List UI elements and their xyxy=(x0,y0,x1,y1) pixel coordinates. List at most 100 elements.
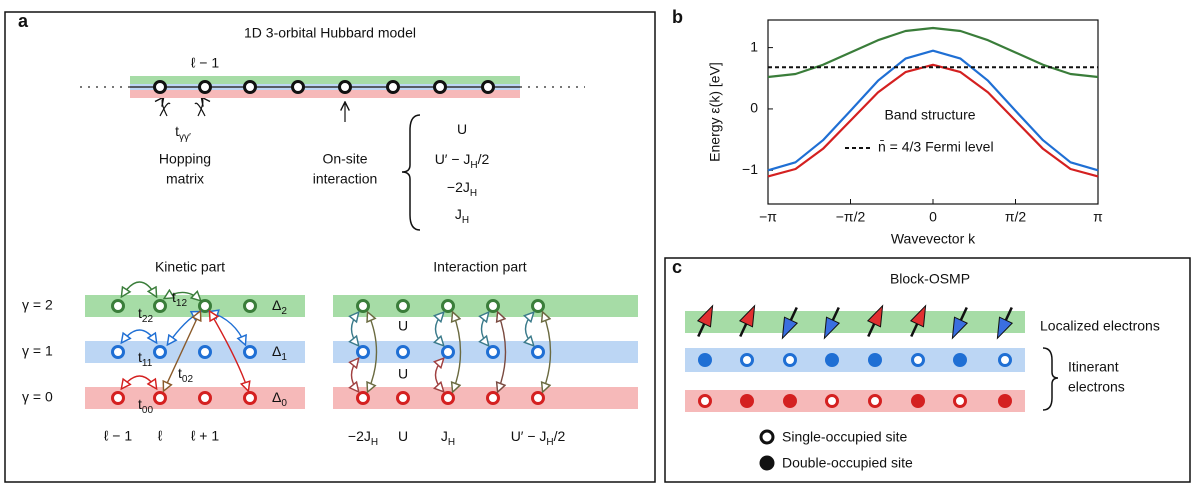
spin-head xyxy=(781,316,799,340)
interaction-term-part: −2J xyxy=(447,179,470,195)
spin xyxy=(996,306,1014,340)
interaction-term: JH xyxy=(441,428,455,448)
hopping-label-part: 11 xyxy=(142,358,153,369)
level-label-part: Δ xyxy=(272,389,281,405)
site xyxy=(153,345,167,359)
interaction-term-part: U xyxy=(398,428,408,444)
hop-arrow xyxy=(453,313,461,391)
site xyxy=(486,345,500,359)
site-label: ℓ + 1 xyxy=(191,428,219,444)
site xyxy=(111,345,125,359)
orbital-band xyxy=(685,390,1025,412)
onsite-u: U xyxy=(398,318,408,334)
hop-arrow xyxy=(498,313,506,391)
level-label: Δ1 xyxy=(272,343,287,363)
site xyxy=(356,391,370,405)
spin xyxy=(781,306,799,340)
x-tick-label: π xyxy=(1093,209,1103,225)
interaction-term-part: /2 xyxy=(554,428,566,444)
interaction-term-part: /2 xyxy=(478,151,490,167)
row-label: γ = 2 xyxy=(22,297,53,313)
x-tick-label: π/2 xyxy=(1005,209,1027,225)
spin xyxy=(823,306,841,340)
row-label: electrons xyxy=(1068,379,1125,395)
hop-arrows xyxy=(159,102,206,117)
hopping-label: Hopping xyxy=(159,151,211,167)
site xyxy=(198,391,212,405)
site xyxy=(825,353,839,367)
onsite-label: interaction xyxy=(313,171,378,187)
brace xyxy=(1042,347,1059,411)
site xyxy=(698,353,712,367)
annotation: Band structure xyxy=(884,107,975,123)
site xyxy=(911,353,925,367)
band-curve xyxy=(767,26,1099,79)
site xyxy=(698,394,712,408)
spin-head xyxy=(866,304,884,328)
orbital-band xyxy=(333,387,638,409)
interaction-term: U′ − JH/2 xyxy=(435,151,490,171)
hop-arrow xyxy=(352,359,359,391)
site xyxy=(441,299,455,313)
onsite-u: U xyxy=(398,366,408,382)
level-label-part: Δ xyxy=(272,297,281,313)
site xyxy=(486,299,500,313)
site xyxy=(825,394,839,408)
y-tick-label: 0 xyxy=(750,100,758,116)
hopping-label-part: t xyxy=(138,349,142,365)
hop-arrow xyxy=(526,313,534,345)
interaction-term: U xyxy=(457,121,467,137)
hopping-label: t02 xyxy=(178,365,193,385)
site xyxy=(740,394,754,408)
hop-arrow xyxy=(122,281,156,296)
site xyxy=(441,391,455,405)
hopping-label-part: 22 xyxy=(142,314,154,325)
hopping-symbol-part: γγ′ xyxy=(179,132,191,143)
hop-arrow xyxy=(436,359,444,391)
interaction-term: U xyxy=(398,428,408,444)
hopping-label-part: t xyxy=(138,305,142,321)
spin-head xyxy=(951,316,969,340)
interaction-term-part: U′ − J xyxy=(511,428,547,444)
site xyxy=(396,345,410,359)
hopping-label-part: t xyxy=(178,365,182,381)
y-axis-label: Energy ε(k) [eV] xyxy=(707,62,723,162)
site xyxy=(783,353,797,367)
site xyxy=(243,391,257,405)
hopping-label-part: 02 xyxy=(182,374,194,385)
legend-text: Single-occupied site xyxy=(782,429,908,445)
hop-arrow xyxy=(122,375,156,388)
site xyxy=(243,345,257,359)
hop-arrow xyxy=(543,313,551,391)
interaction-term-part: −2J xyxy=(348,428,371,444)
spin xyxy=(951,306,969,340)
panel-letter: c xyxy=(672,257,682,277)
site xyxy=(356,345,370,359)
hop-arrow xyxy=(165,292,200,300)
site xyxy=(740,353,754,367)
hop-arrow xyxy=(436,313,444,345)
row-label: γ = 1 xyxy=(22,343,53,359)
site xyxy=(486,391,500,405)
site xyxy=(338,80,352,94)
site xyxy=(198,299,212,313)
legend-glyph xyxy=(759,455,775,471)
interaction-term-part: H xyxy=(371,437,378,448)
site-label: ℓ − 1 xyxy=(191,55,219,71)
hopping-symbol: tγγ′ xyxy=(175,123,191,143)
panel-title: 1D 3-orbital Hubbard model xyxy=(244,25,416,41)
site xyxy=(433,80,447,94)
row-label: Localized electrons xyxy=(1040,318,1160,334)
interaction-term-part: J xyxy=(441,428,448,444)
interaction-term: −2JH xyxy=(447,179,477,199)
legend-text: n̄ = 4/3 Fermi level xyxy=(878,139,994,155)
panel-a-frame xyxy=(4,11,656,483)
site xyxy=(396,391,410,405)
interaction-term-part: H xyxy=(470,160,477,171)
band-green xyxy=(130,76,520,84)
onsite-label: On-site xyxy=(322,151,367,167)
spin xyxy=(738,304,756,338)
spin xyxy=(866,304,884,338)
spin xyxy=(909,304,927,338)
